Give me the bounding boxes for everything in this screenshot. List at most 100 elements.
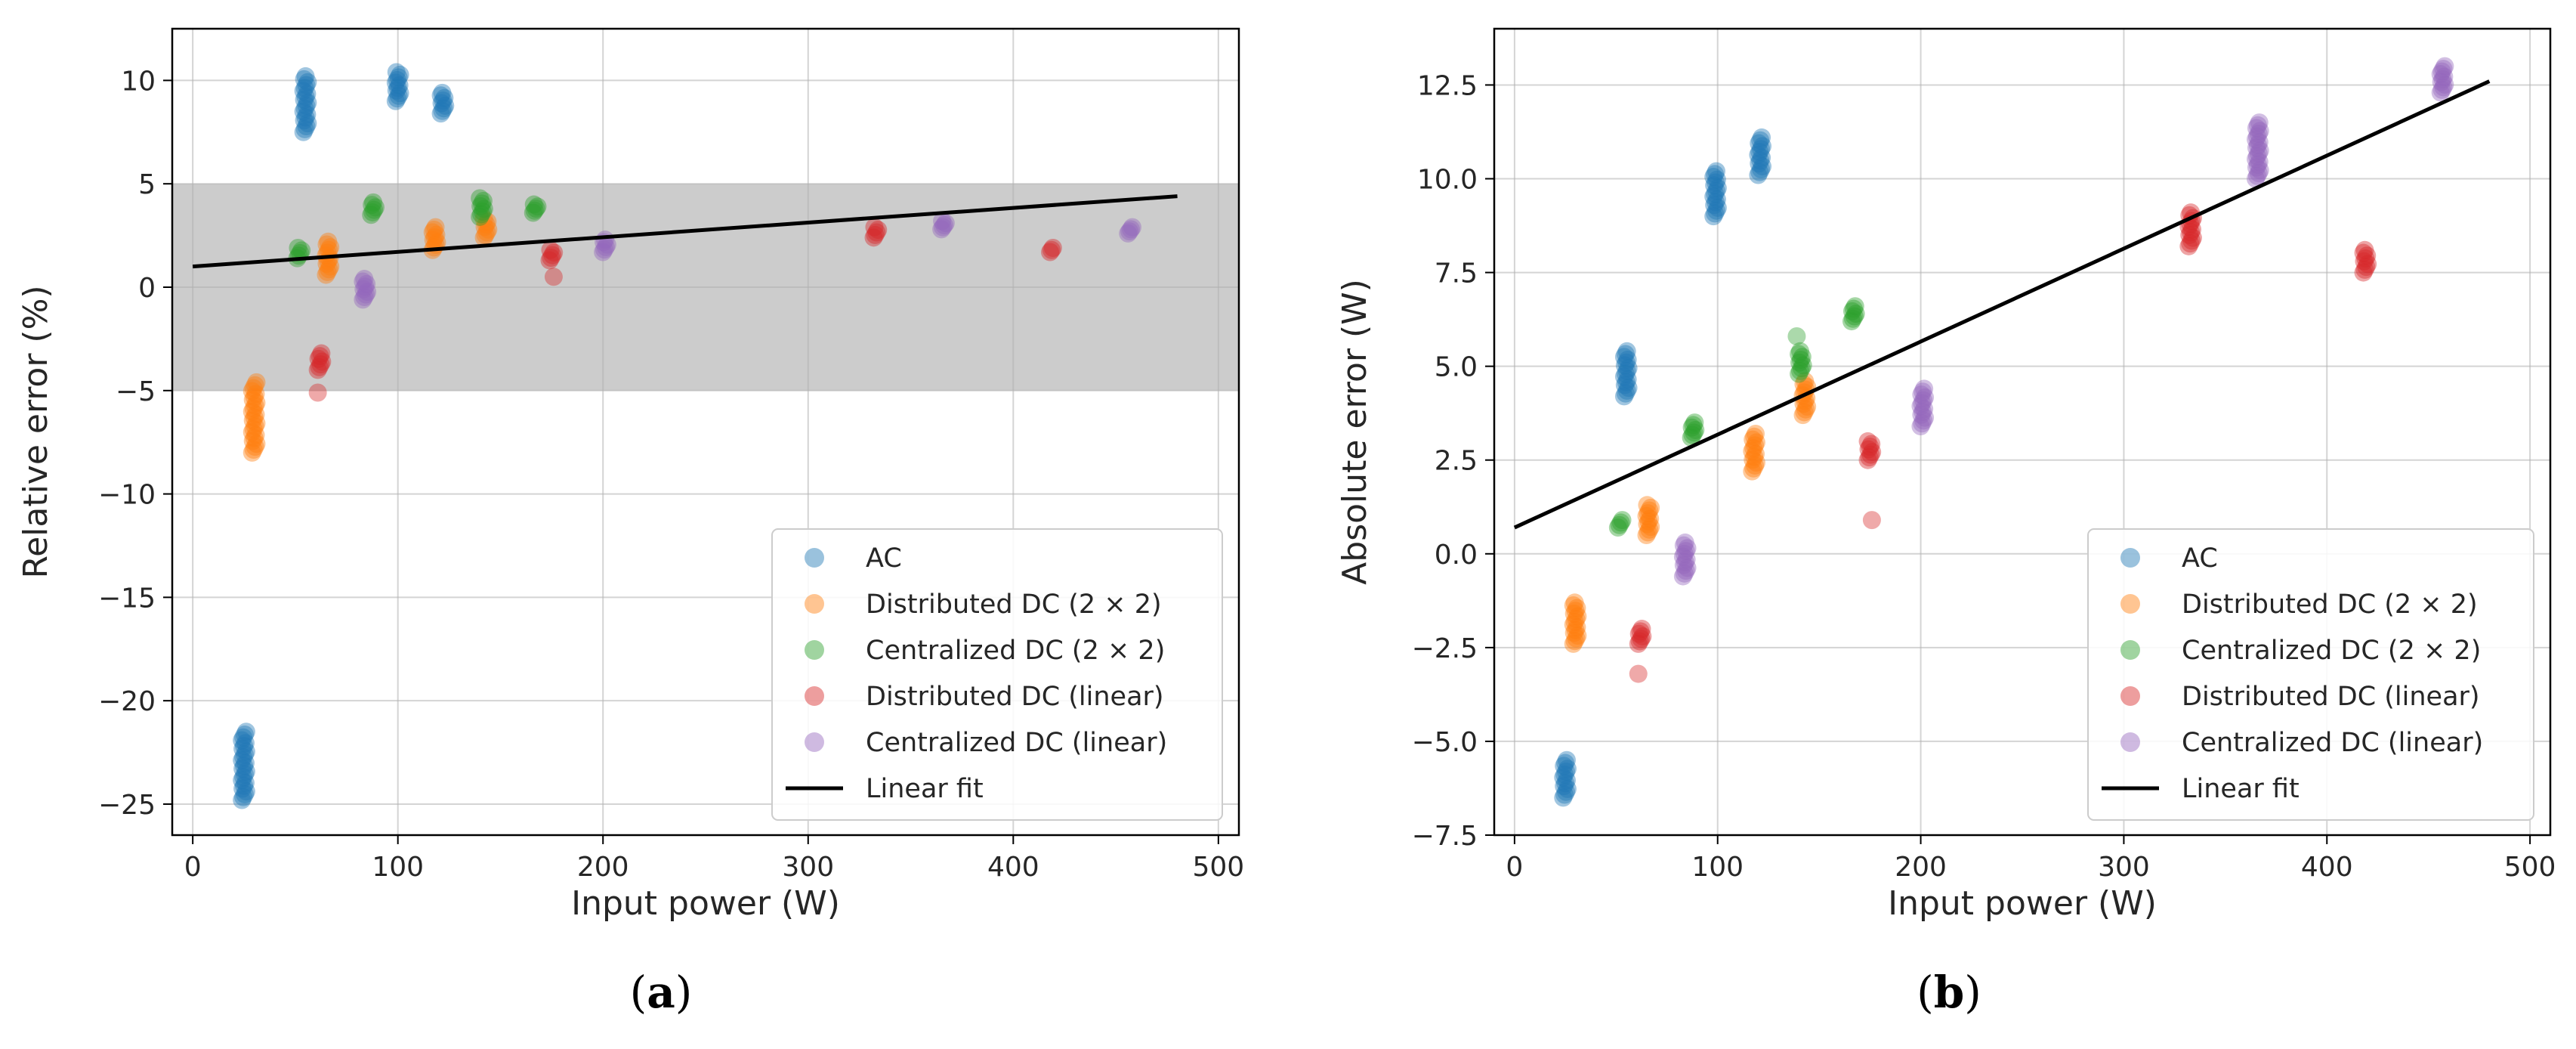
data-point <box>2248 155 2267 174</box>
data-point <box>471 196 490 215</box>
data-point <box>2248 116 2267 135</box>
data-point <box>294 82 313 101</box>
data-point <box>1707 181 1725 200</box>
data-point <box>236 773 255 792</box>
data-point <box>1708 198 1727 217</box>
data-point <box>311 355 330 374</box>
data-point <box>1555 777 1574 796</box>
panel-label-close: ) <box>675 967 693 1018</box>
data-point <box>242 382 261 401</box>
data-point <box>365 200 384 219</box>
data-point <box>2247 169 2266 188</box>
data-point <box>234 728 253 747</box>
data-point <box>1707 162 1725 181</box>
data-point <box>2354 263 2373 282</box>
legend-marker <box>805 548 824 568</box>
data-point <box>1630 632 1649 651</box>
data-point <box>865 218 884 237</box>
data-point <box>2357 258 2376 277</box>
data-point <box>2247 150 2266 169</box>
series-distributed-dc-2-2 <box>242 209 498 462</box>
data-point <box>2250 141 2269 160</box>
data-point <box>1675 544 1694 563</box>
data-point <box>1682 418 1701 437</box>
data-point <box>477 215 496 234</box>
data-point <box>1745 427 1764 446</box>
data-point <box>1638 496 1657 515</box>
data-point <box>1707 201 1725 220</box>
x-tick-label: 0 <box>184 852 202 883</box>
data-point <box>1566 602 1585 620</box>
data-point <box>236 782 255 801</box>
data-point <box>1749 166 1768 184</box>
data-point <box>864 228 883 247</box>
data-point <box>362 206 381 224</box>
data-point <box>1616 364 1635 383</box>
data-point <box>2179 237 2198 255</box>
data-point <box>244 399 263 418</box>
series-centralized-dc-linear <box>1673 57 2454 586</box>
data-point <box>292 241 311 260</box>
data-point <box>2248 135 2267 154</box>
data-point <box>1685 423 1703 442</box>
x-axis-label: Input power (W) <box>571 884 840 923</box>
data-point <box>1842 302 1861 320</box>
x-tick-label: 100 <box>1691 852 1744 883</box>
y-tick-label: 5.0 <box>1435 352 1478 383</box>
data-point <box>1744 439 1763 458</box>
data-point <box>1862 435 1881 453</box>
data-point <box>246 385 265 404</box>
data-point <box>245 408 264 427</box>
data-point <box>472 205 491 224</box>
data-point <box>2358 246 2377 265</box>
x-tick-label: 0 <box>1506 852 1523 883</box>
data-point <box>423 223 442 242</box>
panel-label: (b) <box>1917 967 1981 1018</box>
data-point <box>235 757 254 775</box>
data-point <box>425 228 444 247</box>
y-tick-label: 12.5 <box>1417 70 1478 101</box>
data-point <box>1637 506 1656 525</box>
data-point <box>1616 345 1635 364</box>
data-point <box>1568 599 1586 617</box>
data-point <box>1744 430 1762 449</box>
data-point <box>1743 462 1762 481</box>
data-point <box>1614 387 1633 406</box>
data-point <box>1557 750 1576 769</box>
x-tick-label: 500 <box>1192 852 1244 883</box>
data-point <box>1554 788 1573 807</box>
y-tick-label: 0.0 <box>1435 540 1478 571</box>
data-point <box>2356 249 2375 268</box>
panel-label: (a) <box>630 967 693 1018</box>
data-point <box>598 235 616 254</box>
series-distributed-dc-linear <box>308 218 1062 402</box>
data-point <box>1913 402 1932 421</box>
panel-label-open: ( <box>630 967 647 1018</box>
data-point <box>1558 760 1577 778</box>
legend-label: Centralized DC (linear) <box>2182 728 2483 758</box>
data-point <box>1707 170 1726 189</box>
data-point <box>317 254 336 273</box>
data-point <box>1796 372 1815 391</box>
y-tick-label: −10 <box>98 480 156 511</box>
legend-box <box>771 528 1223 821</box>
data-point <box>357 274 376 293</box>
data-point <box>596 237 615 256</box>
data-point <box>1753 128 1771 147</box>
data-point <box>1618 370 1637 389</box>
panel-label-close: ) <box>1964 967 1981 1018</box>
legend-marker <box>2120 640 2140 660</box>
data-point <box>2355 260 2374 279</box>
data-point <box>235 765 254 784</box>
data-point <box>1557 782 1576 801</box>
data-point <box>308 360 327 379</box>
data-point <box>427 225 446 244</box>
data-point <box>318 262 337 281</box>
data-point <box>1704 187 1723 206</box>
x-tick-label: 500 <box>2504 852 2556 883</box>
data-point <box>1642 498 1660 517</box>
data-point <box>390 76 409 94</box>
data-point <box>525 201 544 220</box>
data-point <box>1790 345 1808 364</box>
data-point <box>475 218 494 237</box>
